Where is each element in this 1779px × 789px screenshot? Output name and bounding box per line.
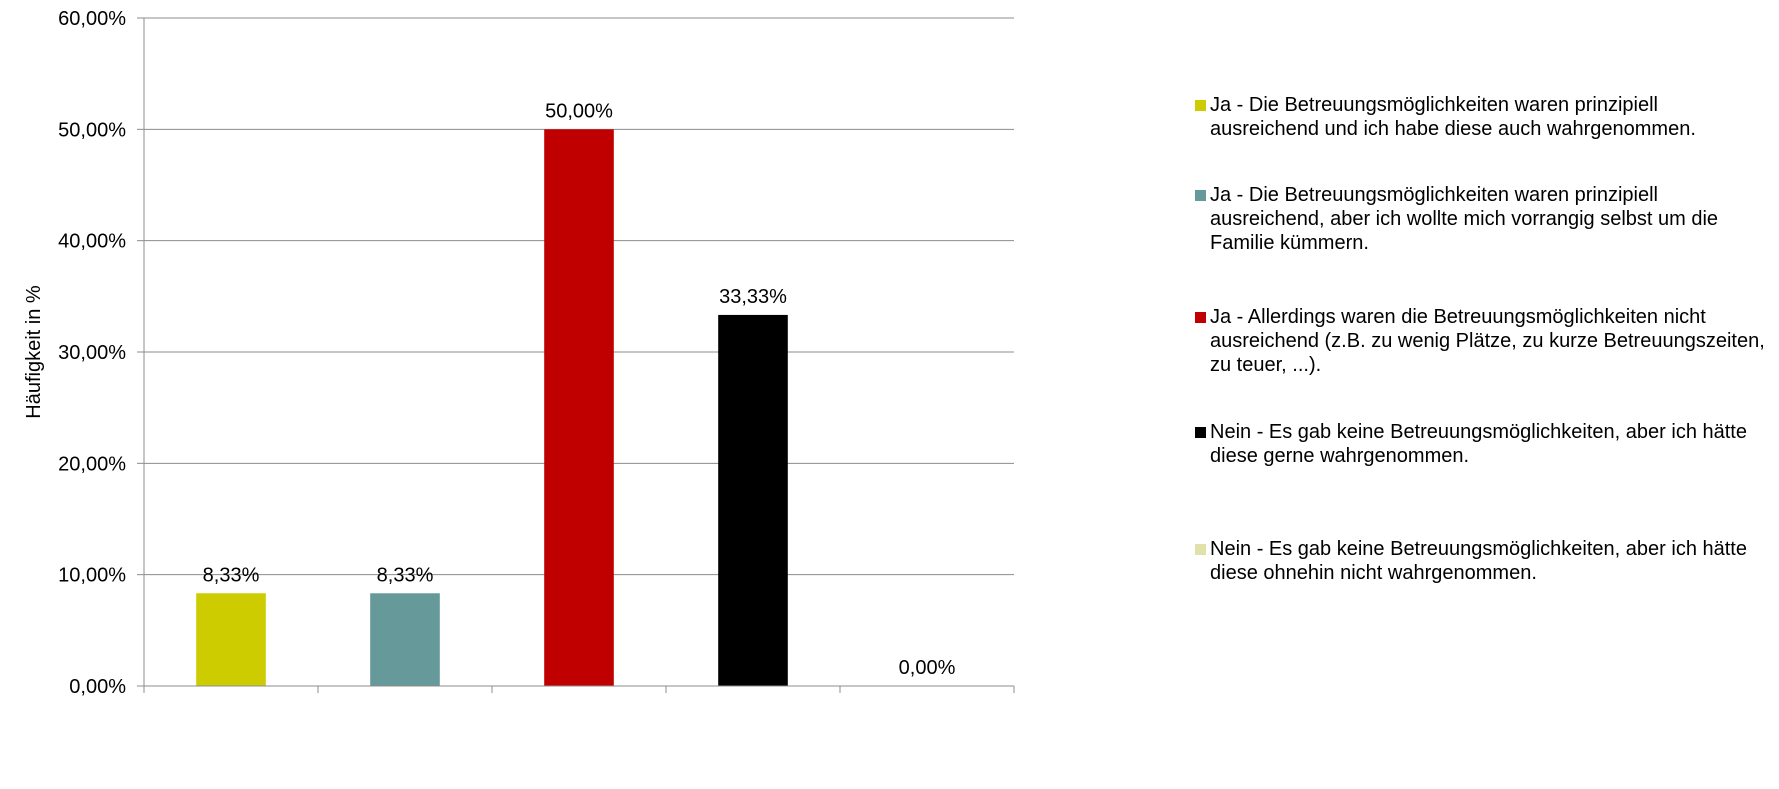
bar xyxy=(718,314,788,686)
y-tick-label: 60,00% xyxy=(58,8,126,30)
legend-item: Nein - Es gab keine Betreuungsmöglichkei… xyxy=(1195,420,1770,468)
data-label: 8,33% xyxy=(203,564,260,586)
y-tick-label: 30,00% xyxy=(58,342,126,364)
legend-item: Ja - Die Betreuungsmöglichkeiten waren p… xyxy=(1195,183,1770,255)
legend-label: Ja - Die Betreuungsmöglichkeiten waren p… xyxy=(1210,94,1696,140)
y-tick-label: 10,00% xyxy=(58,565,126,587)
legend-label: Nein - Es gab keine Betreuungsmöglichkei… xyxy=(1210,538,1747,584)
bar xyxy=(370,593,440,686)
legend-swatch xyxy=(1195,544,1206,555)
y-tick-label: 40,00% xyxy=(58,231,126,253)
legend-item: Ja - Allerdings waren die Betreuungsmögl… xyxy=(1195,305,1770,377)
data-labels: 8,33% 8,33% 50,00% 33,33% 0,00% xyxy=(203,100,956,679)
y-tick-label: 50,00% xyxy=(58,119,126,141)
bar-chart: 0,00% 10,00% 20,00% 30,00% 40,00% 50,00% 60,00… xyxy=(23,8,1015,698)
legend-swatch xyxy=(1195,190,1206,201)
y-axis-ticks: 0,00% 10,00% 20,00% 30,00% 40,00% 50,00% 60,00… xyxy=(58,8,126,698)
bar xyxy=(544,129,614,687)
y-axis-label: Häufigkeit in % xyxy=(23,285,45,419)
data-label: 0,00% xyxy=(899,657,956,679)
axes xyxy=(143,18,1015,693)
legend-item: Nein - Es gab keine Betreuungsmöglichkei… xyxy=(1195,537,1770,585)
bars xyxy=(196,129,788,687)
legend-swatch xyxy=(1195,100,1206,111)
legend-swatch xyxy=(1195,312,1206,323)
data-label: 33,33% xyxy=(719,286,787,308)
legend-item: Ja - Die Betreuungsmöglichkeiten waren p… xyxy=(1195,93,1770,141)
y-tick-label: 20,00% xyxy=(58,453,126,475)
data-label: 8,33% xyxy=(377,564,434,586)
legend-label: Ja - Allerdings waren die Betreuungsmögl… xyxy=(1210,306,1765,376)
legend-label: Nein - Es gab keine Betreuungsmöglichkei… xyxy=(1210,421,1747,467)
bar xyxy=(196,593,266,686)
legend-swatch xyxy=(1195,427,1206,438)
data-label: 50,00% xyxy=(545,100,613,122)
legend-label: Ja - Die Betreuungsmöglichkeiten waren p… xyxy=(1210,184,1719,254)
y-tick-label: 0,00% xyxy=(69,676,126,698)
legend: Ja - Die Betreuungsmöglichkeiten waren p… xyxy=(1195,0,1775,789)
